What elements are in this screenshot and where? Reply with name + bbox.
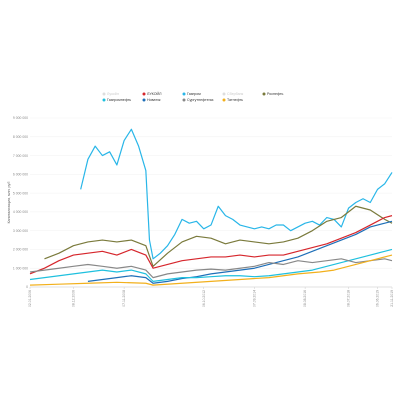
x-tick-label: 21.11.2019 [390,290,394,307]
legend-label: Газпром [187,92,201,96]
legend-item[interactable]: Сургутнефтегаз [182,98,214,102]
y-tick-label: 0 [26,285,28,289]
legend-marker [222,92,226,96]
legend-marker [102,92,106,96]
series-line-5 [29,258,393,279]
legend-item[interactable]: Новатэк [142,98,161,102]
y-tick-label: 6 000 000 [13,173,28,177]
legend-label: Роснефть [267,92,284,96]
legend-item[interactable]: Газпромнефть [102,98,132,102]
y-tick-label: 9 000 000 [13,116,28,120]
legend-label: Сбербанк [227,92,244,96]
series-line-6 [29,254,393,286]
series-lines [29,128,393,286]
y-tick-label: 8 000 000 [13,135,28,139]
grid [30,117,392,288]
legend-item[interactable]: Сбербанк [222,92,244,96]
series-line-2 [29,215,393,275]
legend-item[interactable]: Газпром [182,92,202,96]
x-tick-label: 08.07.2018 [347,290,351,307]
legend-marker [142,92,146,96]
x-tick-label: 02.01.2006 [28,290,32,307]
series-line-4 [29,248,393,282]
legend-label: ЛУКОЙЛ [147,92,162,96]
series-line-0 [80,128,393,260]
legend-item[interactable]: ЛУКОЙЛ [142,92,163,96]
y-tick-label: 7 000 000 [13,154,28,158]
y-tick-label: 4 000 000 [13,210,28,214]
legend-label: Лукойл [107,92,119,96]
legend-item[interactable]: Роснефть [262,92,284,96]
x-tick-label: 07.09.2014 [252,290,256,307]
legend-marker [182,92,186,96]
x-tick-label: 06.06.2019 [376,290,380,307]
series-line-3 [87,220,393,284]
y-tick-label: 3 000 000 [13,229,28,233]
axes: 0 1 000 000 2 000 000 3 000 000 4 000 000 5 0… [13,116,394,307]
legend-marker [102,98,106,102]
legend-marker [142,98,146,102]
x-tick-label: 08.12.2006 [71,290,75,307]
legend-marker [182,98,186,102]
x-tick-label: 06.10.2012 [202,290,206,307]
y-tick-label: 1 000 000 [13,266,28,270]
y-tick-label: 2 000 000 [13,248,28,252]
y-tick-label: 5 000 000 [13,191,28,195]
legend-label: Газпромнефть [107,98,131,102]
x-tick-label: 07.11.2008 [122,290,126,307]
x-tick-label: 08.08.2016 [303,290,307,307]
series-line-1 [44,205,393,267]
legend-item[interactable]: Татнефть [222,98,244,102]
legend: Лукойл ЛУКОЙЛ Газпром Сбербанк Роснефть Газпр… [102,92,284,102]
legend-marker [222,98,226,102]
legend-marker [262,92,266,96]
y-axis-title: Капитализация, млн. руб [7,182,11,224]
legend-label: Татнефть [227,98,243,102]
legend-label: Сургутнефтегаз [187,98,214,102]
legend-item[interactable]: Лукойл [102,92,119,96]
legend-label: Новатэк [147,98,161,102]
